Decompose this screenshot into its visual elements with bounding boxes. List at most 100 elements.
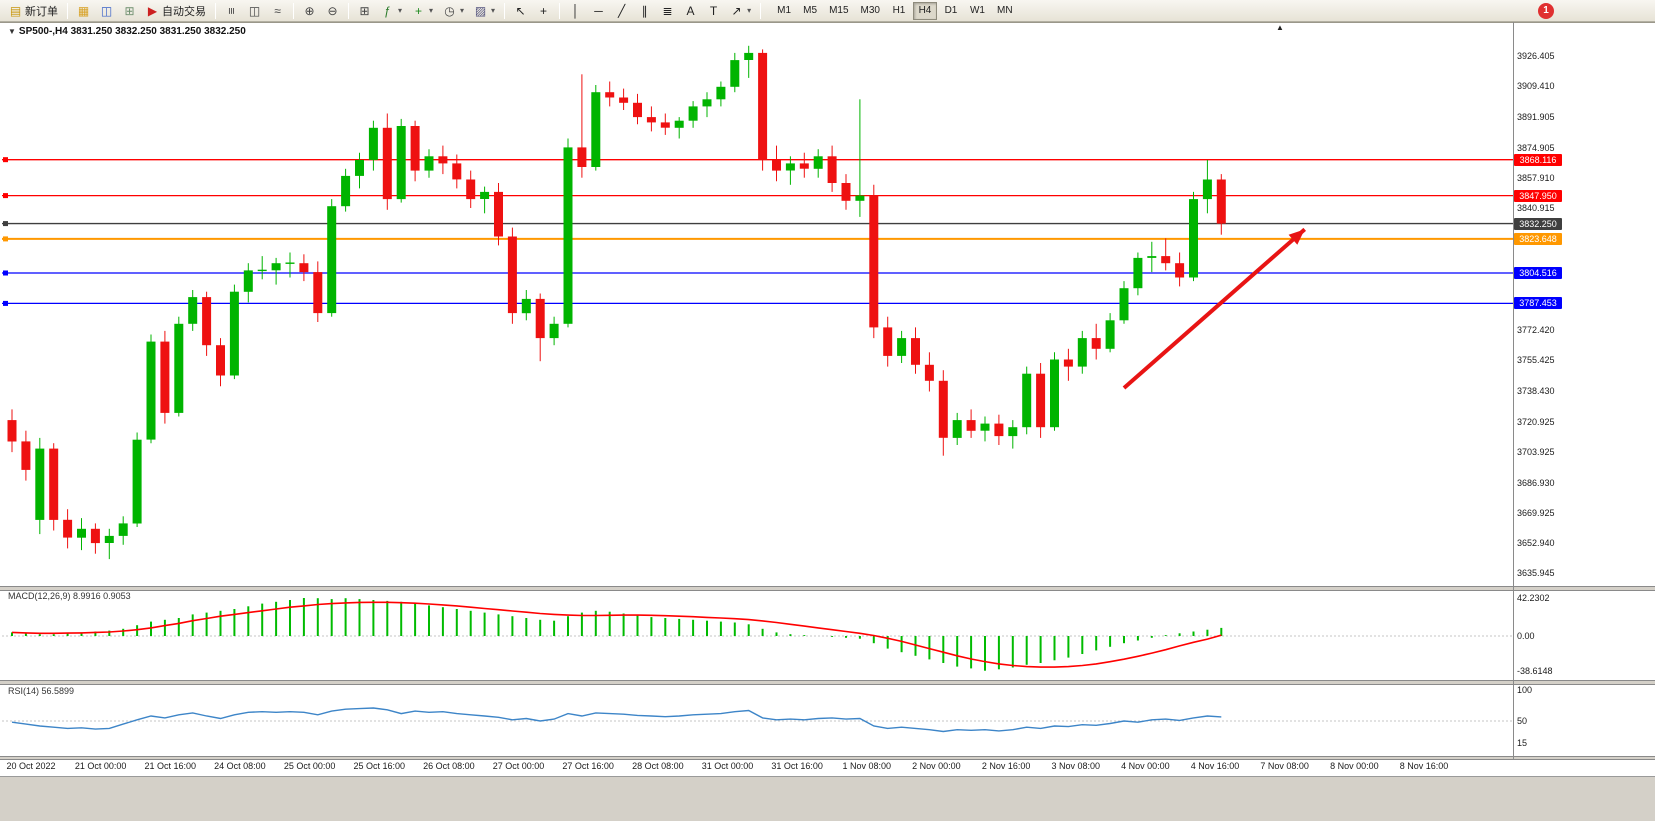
trend-arrow[interactable] bbox=[1122, 227, 1307, 390]
toolbar-separator bbox=[215, 2, 216, 19]
timeframe-m1[interactable]: M1 bbox=[772, 2, 796, 20]
candle bbox=[299, 254, 309, 282]
candle bbox=[438, 145, 448, 175]
fibonacci-button[interactable]: ≣ bbox=[656, 1, 679, 21]
price-axis-label: 3891.905 bbox=[1517, 112, 1555, 123]
candle bbox=[688, 101, 698, 128]
dropdown-caret-icon: ▾ bbox=[491, 6, 496, 15]
timeframe-h4[interactable]: H4 bbox=[912, 1, 937, 20]
timeframe-d1[interactable]: D1 bbox=[939, 2, 963, 20]
arrows-button[interactable]: ↗ ▾ bbox=[725, 1, 756, 21]
timeframe-m15[interactable]: M15 bbox=[824, 2, 853, 20]
candlestick-button[interactable]: ◫ bbox=[243, 1, 266, 21]
timeframe-h1[interactable]: H1 bbox=[887, 2, 911, 20]
timeframe-w1[interactable]: W1 bbox=[965, 2, 990, 20]
autotrading-icon: ▶ bbox=[147, 3, 158, 18]
data-window-button[interactable]: ⊞ bbox=[118, 1, 141, 21]
candle bbox=[313, 261, 323, 322]
time-axis-label: 4 Nov 16:00 bbox=[1190, 761, 1240, 771]
price-axis-label: 3686.930 bbox=[1517, 477, 1555, 488]
periods-button[interactable]: ◷ ▾ bbox=[438, 1, 469, 21]
timeframe-toolbar: M1 M5 M15 M30 H1 H4 D1 W1 MN bbox=[771, 1, 1018, 20]
collapse-marker-icon[interactable]: ▼ bbox=[8, 27, 16, 36]
price-axis-label: 3738.430 bbox=[1517, 385, 1555, 396]
candle bbox=[605, 81, 615, 107]
shift-marker-icon[interactable]: ▲ bbox=[1276, 23, 1284, 32]
macd-axis-label: -38.6148 bbox=[1517, 665, 1553, 676]
time-axis-label: 2 Nov 00:00 bbox=[912, 761, 961, 771]
vertical-line-button[interactable]: │ bbox=[564, 1, 587, 21]
candle bbox=[841, 174, 851, 210]
candle bbox=[521, 290, 531, 321]
candle bbox=[619, 88, 629, 110]
toolbar-separator bbox=[293, 2, 294, 19]
bar-chart-button[interactable]: ≡ bbox=[220, 1, 243, 21]
price-axis-label: 3703.925 bbox=[1517, 447, 1555, 458]
new-order-button[interactable]: ▤ 新订单 bbox=[4, 1, 63, 21]
market-watch-icon: ◫ bbox=[100, 3, 113, 18]
time-axis-label: 2 Nov 16:00 bbox=[981, 761, 1031, 771]
candle bbox=[869, 184, 879, 339]
time-axis-label: 26 Oct 08:00 bbox=[423, 761, 475, 771]
candle bbox=[1036, 363, 1046, 438]
timeframe-m5[interactable]: M5 bbox=[798, 2, 822, 20]
rsi-axis-label: 15 bbox=[1517, 737, 1528, 748]
horizontal-line-button[interactable]: ─ bbox=[587, 1, 610, 21]
trendline-button[interactable]: ╱ bbox=[610, 1, 633, 21]
rsi-line bbox=[11, 707, 1222, 733]
timeframe-m30[interactable]: M30 bbox=[856, 2, 885, 20]
autotrading-button[interactable]: ▶ 自动交易 bbox=[141, 1, 211, 21]
zoom-out-icon: ⊖ bbox=[327, 3, 338, 18]
channel-button[interactable]: ∥ bbox=[633, 1, 656, 21]
panel-separator-bottom bbox=[0, 756, 1655, 760]
line-anchor bbox=[3, 270, 8, 276]
tile-windows-button[interactable]: ⊞ bbox=[353, 1, 376, 21]
panel-separator-macd[interactable] bbox=[0, 586, 1655, 591]
panel-separator-rsi[interactable] bbox=[0, 680, 1655, 685]
text-button[interactable]: A bbox=[679, 1, 702, 21]
candle bbox=[160, 330, 170, 424]
label-button[interactable]: T bbox=[702, 1, 725, 21]
charts-button[interactable]: ▦ bbox=[72, 1, 95, 21]
notification-badge[interactable]: 1 bbox=[1538, 3, 1554, 19]
line-chart-button[interactable]: ≈ bbox=[266, 1, 289, 21]
timeframe-mn[interactable]: MN bbox=[992, 2, 1018, 20]
candle bbox=[883, 316, 893, 367]
dropdown-caret-icon: ▾ bbox=[398, 6, 403, 15]
macd-name: MACD(12,26,9) bbox=[8, 591, 71, 601]
dropdown-caret-icon: ▾ bbox=[747, 6, 752, 15]
zoom-in-button[interactable]: ⊕ bbox=[298, 1, 321, 21]
level-price-badge: 3823.648 bbox=[1514, 232, 1562, 245]
candle bbox=[396, 118, 406, 203]
candle bbox=[897, 330, 907, 363]
zoom-out-button[interactable]: ⊖ bbox=[321, 1, 344, 21]
templates-button[interactable]: ▨ ▾ bbox=[469, 1, 500, 21]
current-price-badge: 3832.250 bbox=[1514, 217, 1562, 230]
candle bbox=[952, 412, 962, 445]
candle bbox=[35, 437, 45, 535]
macd-axis-label: 42.2302 bbox=[1517, 592, 1550, 603]
candle bbox=[21, 430, 31, 481]
trend-arrow-head bbox=[1288, 229, 1305, 245]
candle bbox=[271, 257, 281, 285]
indicators-button[interactable]: ƒ ▾ bbox=[376, 1, 407, 21]
candle bbox=[1063, 348, 1073, 381]
candle bbox=[1202, 159, 1212, 214]
new-chart-button[interactable]: + ▾ bbox=[407, 1, 438, 21]
market-watch-button[interactable]: ◫ bbox=[95, 1, 118, 21]
crosshair-button[interactable]: + bbox=[532, 1, 555, 21]
macd-panel bbox=[2, 598, 1513, 671]
candle bbox=[563, 138, 573, 328]
level-price-badge: 3804.516 bbox=[1514, 267, 1562, 279]
chart-window[interactable] bbox=[0, 22, 1655, 776]
candle bbox=[785, 156, 795, 185]
price-axis-label: 3635.945 bbox=[1517, 568, 1555, 579]
time-axis-label: 28 Oct 08:00 bbox=[632, 761, 684, 771]
line-anchor bbox=[3, 193, 8, 199]
indicators-icon: ƒ bbox=[384, 3, 391, 18]
macd-axis-label: 0.00 bbox=[1517, 631, 1535, 641]
dropdown-caret-icon: ▾ bbox=[460, 6, 465, 15]
cursor-button[interactable]: ↖ bbox=[509, 1, 532, 21]
candle bbox=[341, 168, 351, 212]
